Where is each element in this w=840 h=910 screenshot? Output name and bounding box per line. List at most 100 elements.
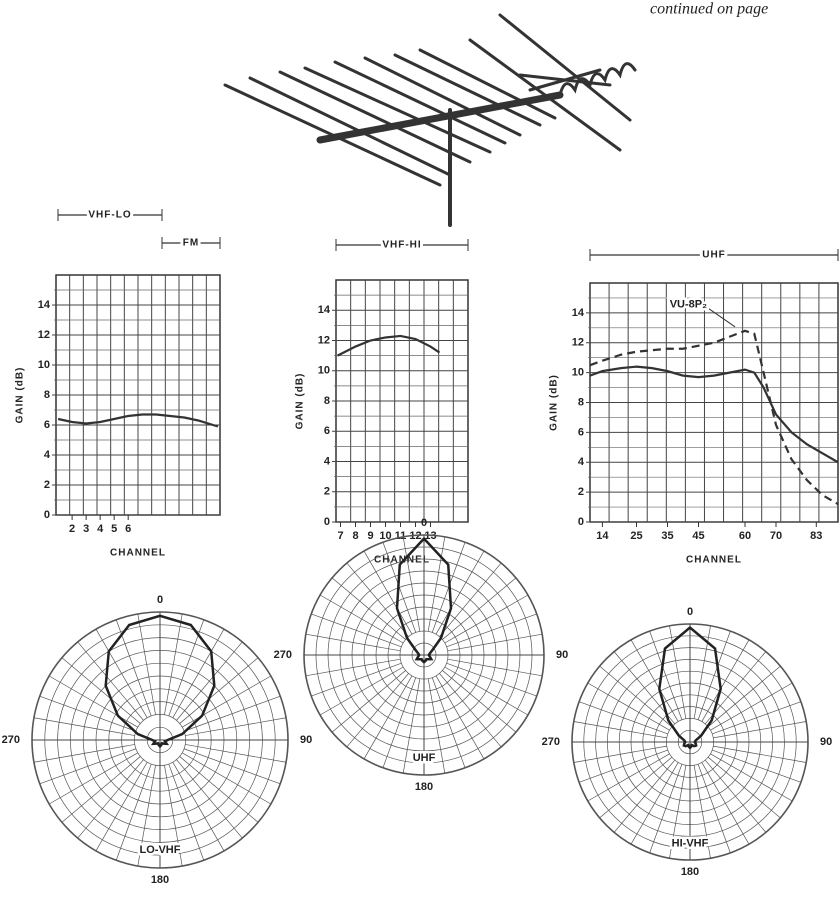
- spoke: [573, 745, 667, 763]
- spoke: [48, 675, 139, 728]
- angle-label: 180: [681, 866, 699, 878]
- spoke: [704, 759, 767, 833]
- spoke: [311, 662, 402, 697]
- range-label: UHF: [702, 250, 726, 261]
- spoke: [185, 717, 287, 736]
- spoke: [137, 613, 156, 715]
- spoke: [95, 761, 148, 852]
- angle-label: 180: [151, 874, 169, 886]
- spoke: [701, 639, 750, 722]
- header-text: continued on page: [650, 1, 768, 18]
- spoke: [599, 756, 673, 819]
- range-label: FM: [183, 238, 199, 249]
- spoke: [630, 639, 679, 722]
- y-tick-label: 12: [572, 337, 584, 349]
- spoke: [179, 657, 259, 724]
- spoke: [61, 657, 141, 724]
- spoke: [39, 748, 137, 785]
- y-tick-label: 6: [44, 419, 50, 431]
- spoke: [439, 562, 502, 637]
- pattern-name: UHF: [413, 752, 436, 764]
- series-line: [337, 334, 441, 357]
- y-axis-title: GAIN (dB): [295, 373, 306, 430]
- spoke: [331, 670, 406, 733]
- x-axis-title: CHANNEL: [110, 548, 166, 559]
- spoke: [305, 658, 401, 677]
- y-tick-label: 0: [578, 516, 584, 528]
- angle-label: 180: [415, 781, 433, 793]
- y-tick-label: 10: [38, 359, 50, 371]
- spoke: [444, 594, 529, 644]
- spoke: [707, 665, 781, 728]
- spoke: [48, 752, 139, 805]
- angle-label: 0: [157, 594, 163, 606]
- spoke: [168, 763, 205, 861]
- range-label: VHF-HI: [382, 240, 421, 251]
- spoke: [613, 759, 676, 833]
- x-tick-label: 4: [97, 523, 104, 535]
- x-tick-label: 7: [337, 530, 343, 542]
- spoke: [707, 756, 781, 819]
- x-tick-label: 9: [367, 530, 373, 542]
- spoke: [578, 701, 668, 735]
- spoke: [95, 628, 148, 719]
- spoke: [447, 658, 543, 677]
- spoke: [710, 682, 793, 731]
- x-tick-label: 25: [630, 530, 642, 542]
- spoke: [402, 678, 421, 774]
- y-tick-label: 6: [578, 426, 584, 438]
- pattern: [658, 625, 722, 750]
- spoke: [435, 550, 485, 635]
- spoke: [346, 562, 409, 637]
- spoke: [713, 721, 807, 739]
- spoke: [185, 744, 287, 763]
- pattern: [104, 614, 216, 749]
- spoke: [649, 630, 683, 720]
- spoke: [183, 748, 281, 785]
- y-tick-label: 12: [38, 329, 50, 341]
- spoke: [439, 673, 502, 748]
- y-tick-label: 14: [38, 299, 51, 311]
- x-tick-label: 70: [770, 530, 782, 542]
- angle-label: 270: [542, 736, 560, 748]
- x-tick-label: 14: [596, 530, 609, 542]
- x-tick-label: 6: [125, 523, 131, 535]
- spoke: [137, 765, 156, 867]
- spoke: [331, 577, 406, 640]
- y-tick-label: 8: [578, 396, 584, 408]
- series-line: [57, 413, 219, 428]
- spoke: [402, 536, 421, 632]
- pattern-name: HI-VHF: [672, 837, 709, 849]
- spoke: [346, 673, 409, 748]
- spoke: [435, 675, 485, 760]
- spoke: [181, 675, 272, 728]
- spoke: [447, 633, 543, 652]
- y-tick-label: 10: [318, 365, 330, 377]
- spoke: [427, 536, 446, 632]
- y-tick-label: 2: [44, 479, 50, 491]
- x-tick-label: 3: [83, 523, 89, 535]
- spoke: [587, 682, 670, 731]
- spoke: [363, 550, 413, 635]
- y-axis-title: GAIN (dB): [549, 374, 560, 431]
- y-tick-label: 4: [44, 449, 51, 461]
- y-tick-label: 2: [324, 486, 330, 498]
- x-tick-label: 11: [395, 530, 407, 542]
- y-tick-label: 8: [44, 389, 50, 401]
- angle-label: 270: [274, 649, 292, 661]
- spoke: [319, 666, 404, 716]
- spoke: [427, 678, 446, 774]
- spoke: [697, 764, 731, 854]
- series-line: [589, 365, 839, 464]
- spoke: [179, 756, 259, 823]
- spoke: [305, 633, 401, 652]
- spoke: [712, 701, 802, 735]
- angle-label: 90: [556, 649, 568, 661]
- spoke: [164, 613, 183, 715]
- angle-label: 90: [820, 736, 832, 748]
- spoke: [712, 749, 802, 783]
- spoke: [181, 752, 272, 805]
- series-label: VU-8P₂: [670, 299, 707, 311]
- spoke: [701, 762, 750, 845]
